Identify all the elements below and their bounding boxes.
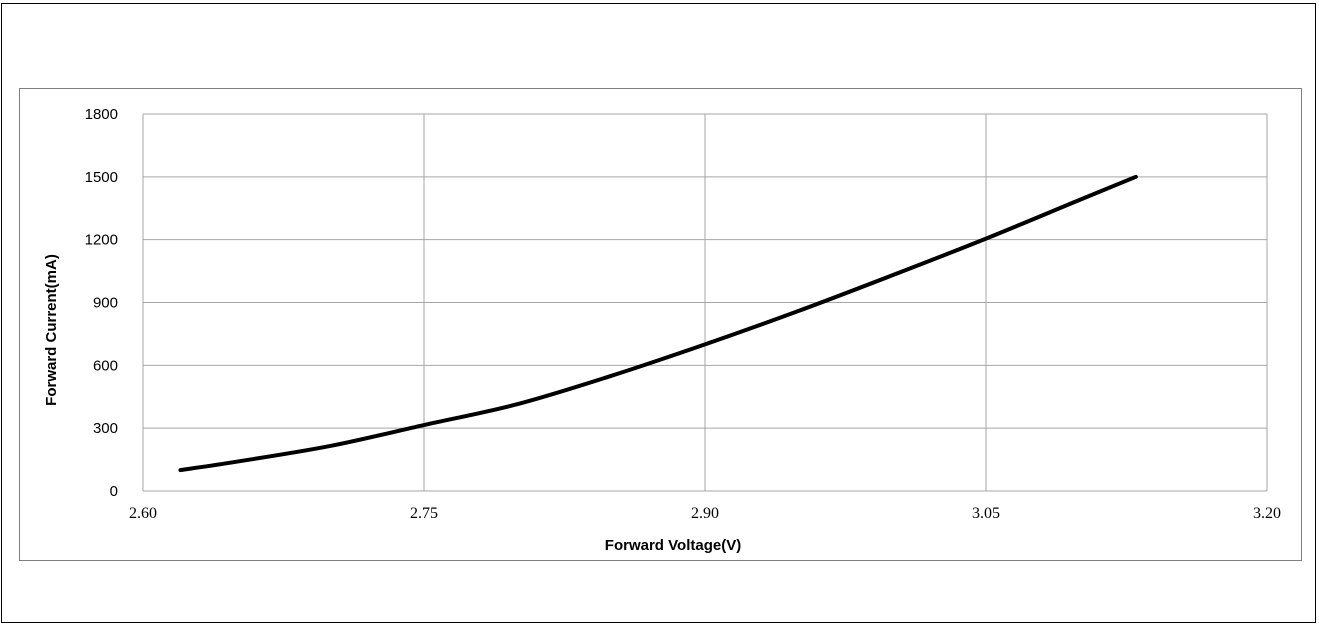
grid-lines <box>142 113 1268 492</box>
series-line <box>178 174 1138 473</box>
y-tick-label: 1800 <box>85 106 118 123</box>
y-tick-label: 1500 <box>85 169 118 186</box>
x-tick-label: 2.90 <box>691 505 719 522</box>
series-layer <box>178 174 1138 473</box>
x-tick-label: 3.20 <box>1253 505 1281 522</box>
x-axis-title: Forward Voltage(V) <box>605 537 741 554</box>
y-axis-title: Forward Current(mA) <box>43 254 60 406</box>
y-tick-label: 900 <box>93 295 118 312</box>
x-tick-label: 2.60 <box>129 505 157 522</box>
y-tick-label: 300 <box>93 420 118 437</box>
y-tick-label: 0 <box>110 483 118 500</box>
x-tick-label: 3.05 <box>972 505 1000 522</box>
y-tick-label: 600 <box>93 357 118 374</box>
x-tick-label: 2.75 <box>410 505 438 522</box>
y-tick-label: 1200 <box>85 232 118 249</box>
y-tick-labels: 0 300 600 900 1200 1500 1800 <box>85 106 118 500</box>
chart-area-frame <box>19 88 1302 561</box>
x-tick-labels: 2.60 2.75 2.90 3.05 3.20 <box>129 505 1281 522</box>
